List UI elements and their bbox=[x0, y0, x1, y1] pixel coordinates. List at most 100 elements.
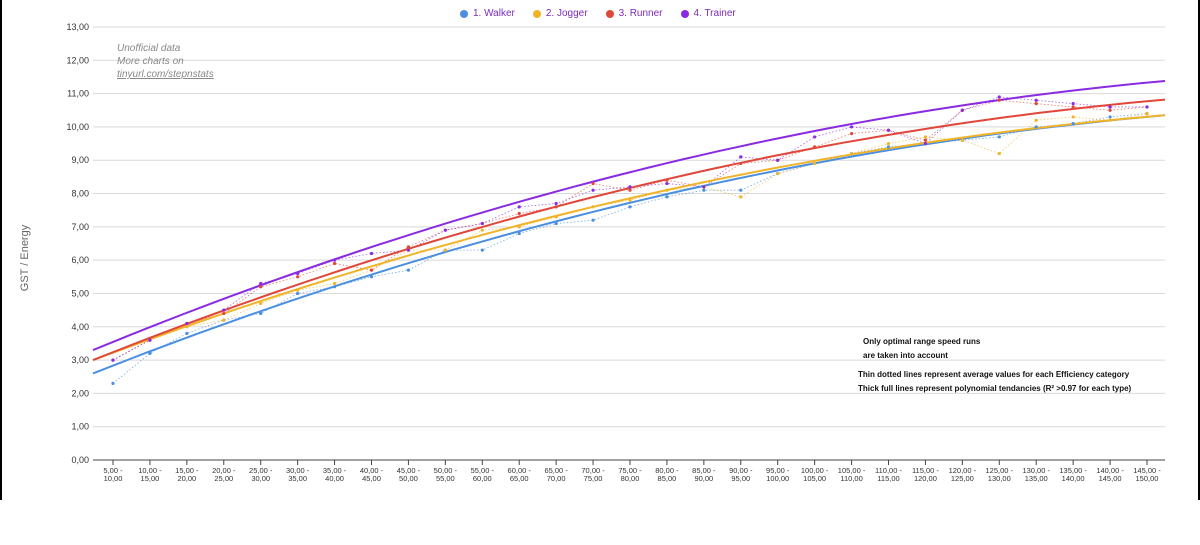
data-point bbox=[1034, 118, 1038, 122]
data-point bbox=[406, 245, 411, 249]
y-axis-label: GST / Energy bbox=[19, 224, 32, 292]
note-line1: Only optimal range speed runs bbox=[863, 337, 981, 346]
x-tick-label: 80,00 -85,00 bbox=[655, 466, 679, 483]
x-tick-label: 20,00 -25,00 bbox=[212, 466, 236, 483]
right-border bbox=[1198, 0, 1200, 500]
legend-dot-jogger bbox=[532, 9, 541, 18]
data-point bbox=[665, 188, 669, 192]
data-point bbox=[997, 135, 1001, 139]
x-tick-label: 135,00 -140,00 bbox=[1059, 466, 1087, 483]
data-point bbox=[923, 135, 928, 139]
data-point bbox=[628, 198, 632, 202]
legend-item-jogger[interactable]: 2. Jogger bbox=[532, 8, 588, 19]
data-point bbox=[849, 151, 854, 156]
x-tick-label: 85,00 -90,00 bbox=[692, 466, 716, 483]
data-point bbox=[369, 275, 374, 279]
x-tick-label: 10,00 -15,00 bbox=[138, 466, 162, 483]
y-tick-label: 9,00 bbox=[71, 155, 89, 165]
y-tick-label: 3,00 bbox=[71, 355, 89, 365]
watermark-line1: Unofficial data bbox=[117, 43, 181, 54]
watermark-line2: More charts on bbox=[117, 56, 184, 67]
legend-item-runner[interactable]: 3. Runner bbox=[605, 8, 663, 19]
data-point bbox=[185, 331, 189, 336]
data-point bbox=[332, 258, 337, 262]
data-point bbox=[259, 311, 263, 316]
legend-item-trainer[interactable]: 4. Trainer bbox=[680, 8, 736, 19]
x-tick-label: 15,00 -20,00 bbox=[175, 466, 199, 483]
data-point bbox=[332, 281, 337, 286]
y-tick-label: 5,00 bbox=[71, 288, 89, 298]
data-point bbox=[628, 205, 632, 209]
data-point bbox=[739, 161, 743, 166]
data-point bbox=[1071, 115, 1075, 119]
data-point bbox=[739, 195, 743, 199]
y-tick-label: 10,00 bbox=[66, 122, 89, 132]
data-point bbox=[997, 151, 1001, 156]
watermark-link[interactable]: tinyurl.com/stepnstats bbox=[117, 69, 214, 80]
data-point bbox=[406, 268, 411, 272]
data-point bbox=[222, 311, 226, 316]
legend-dot-runner bbox=[605, 9, 614, 18]
x-tick-label: 95,00 -100,00 bbox=[766, 466, 790, 483]
data-point bbox=[369, 268, 374, 272]
series-average-line bbox=[112, 99, 1148, 361]
x-tick-label: 55,00 -60,00 bbox=[471, 466, 495, 483]
note-line4: Thick full lines represent polynomial te… bbox=[858, 384, 1132, 393]
legend-item-walker[interactable]: 1. Walker bbox=[460, 8, 515, 19]
data-point bbox=[185, 325, 189, 329]
data-point bbox=[849, 125, 854, 129]
data-point bbox=[296, 271, 300, 276]
series-average-line bbox=[112, 113, 1148, 384]
note-legend-explanation: Thin dotted lines represent average valu… bbox=[858, 368, 1131, 396]
y-tick-label: 13,00 bbox=[66, 22, 89, 32]
data-point bbox=[332, 285, 337, 289]
x-tick-label: 30,00 -35,00 bbox=[286, 466, 310, 483]
data-point bbox=[776, 171, 780, 176]
data-point bbox=[1034, 102, 1038, 106]
y-tick-label: 12,00 bbox=[66, 55, 89, 65]
data-point bbox=[554, 221, 558, 226]
data-point bbox=[517, 231, 521, 236]
data-point bbox=[148, 351, 152, 356]
data-point bbox=[222, 318, 226, 322]
data-point bbox=[813, 145, 817, 149]
x-tick-label: 110,00 -115,00 bbox=[875, 466, 902, 483]
x-tick-label: 40,00 -45,00 bbox=[360, 466, 384, 483]
watermark: Unofficial data More charts on tinyurl.c… bbox=[117, 42, 214, 81]
y-tick-label: 8,00 bbox=[71, 189, 89, 199]
note-line3: Thin dotted lines represent average valu… bbox=[858, 370, 1130, 379]
data-point bbox=[1034, 98, 1038, 102]
series-trend-line bbox=[92, 98, 1166, 362]
data-point bbox=[923, 138, 928, 142]
data-point bbox=[517, 205, 521, 209]
x-tick-label: 90,00 -95,00 bbox=[729, 466, 753, 483]
x-tick-label: 70,00 -75,00 bbox=[581, 466, 605, 483]
data-point bbox=[702, 188, 706, 192]
data-point bbox=[849, 131, 854, 136]
data-point bbox=[480, 221, 484, 226]
data-point bbox=[960, 108, 964, 112]
data-point bbox=[591, 188, 595, 192]
data-point bbox=[1034, 125, 1038, 129]
data-point bbox=[591, 218, 595, 222]
data-point bbox=[332, 261, 337, 266]
data-point bbox=[443, 248, 447, 252]
note-line2: are taken into account bbox=[863, 351, 948, 360]
data-point bbox=[554, 215, 558, 219]
data-point bbox=[886, 141, 891, 146]
data-point bbox=[1145, 112, 1149, 116]
x-tick-label: 65,00 -70,00 bbox=[544, 466, 568, 483]
x-tick-label: 105,00 -110,00 bbox=[838, 466, 866, 483]
y-tick-label: 1,00 bbox=[71, 422, 89, 432]
data-point bbox=[443, 228, 447, 232]
series-trend-line bbox=[92, 114, 1166, 362]
legend-label-trainer: 4. Trainer bbox=[693, 8, 736, 19]
data-point bbox=[259, 285, 263, 289]
data-point bbox=[886, 145, 891, 149]
data-point bbox=[591, 205, 595, 209]
data-point bbox=[406, 248, 411, 252]
data-point bbox=[739, 188, 743, 192]
x-tick-label: 115,00 -120,00 bbox=[912, 466, 939, 483]
data-point bbox=[665, 195, 669, 199]
